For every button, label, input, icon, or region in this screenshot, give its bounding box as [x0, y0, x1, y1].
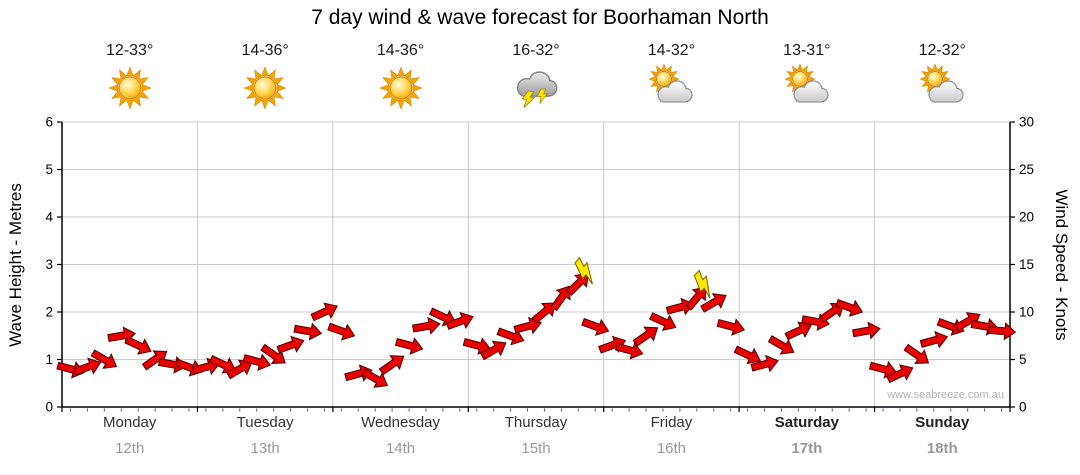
day-temp-label: 13-31° [783, 42, 831, 59]
page-title: 7 day wind & wave forecast for Boorhaman… [311, 6, 769, 29]
svg-text:0: 0 [45, 400, 53, 415]
day-name-label: Sunday [915, 414, 970, 431]
svg-text:3: 3 [45, 257, 53, 272]
day-name-label: Friday [650, 414, 693, 431]
day-name-label: Thursday [504, 414, 568, 431]
svg-text:20: 20 [1019, 210, 1034, 225]
day-date-label: 14th [385, 440, 416, 457]
sunny-icon [243, 66, 287, 110]
sunny-icon [378, 66, 423, 110]
partly-cloudy-icon [648, 63, 694, 103]
svg-text:2: 2 [45, 305, 53, 320]
sunny-icon [107, 66, 152, 110]
svg-text:4: 4 [45, 210, 53, 225]
day-name-label: Monday [103, 414, 157, 431]
svg-text:5: 5 [45, 162, 53, 177]
day-date-label: 12th [115, 440, 145, 457]
day-date-label: 13th [250, 440, 280, 457]
svg-text:30: 30 [1019, 115, 1034, 130]
svg-text:0: 0 [1019, 400, 1027, 415]
day-temp-label: 12-32° [918, 42, 966, 59]
day-temp-label: 14-32° [647, 42, 696, 59]
svg-text:1: 1 [45, 352, 53, 367]
svg-text:10: 10 [1019, 305, 1034, 320]
partly-cloudy-icon [919, 63, 964, 103]
day-temp-label: 14-36° [241, 42, 289, 59]
day-temp-label: 12-33° [106, 42, 154, 59]
day-temp-label: 16-32° [512, 42, 560, 59]
day-temp-label: 14-36° [376, 42, 425, 59]
day-date-label: 17th [791, 440, 823, 457]
svg-text:5: 5 [1019, 352, 1027, 367]
svg-text:25: 25 [1019, 162, 1034, 177]
day-name-label: Saturday [774, 414, 839, 431]
watermark: www.seabreeze.com.au [887, 389, 1004, 401]
day-date-label: 18th [926, 440, 958, 457]
svg-text:15: 15 [1019, 257, 1034, 272]
partly-cloudy-icon [784, 63, 829, 103]
day-name-label: Wednesday [361, 414, 441, 431]
day-date-label: 15th [521, 440, 551, 457]
svg-text:6: 6 [45, 115, 53, 130]
thunderstorm-icon [516, 71, 558, 108]
day-date-label: 16th [656, 440, 687, 457]
day-name-label: Tuesday [236, 414, 294, 431]
